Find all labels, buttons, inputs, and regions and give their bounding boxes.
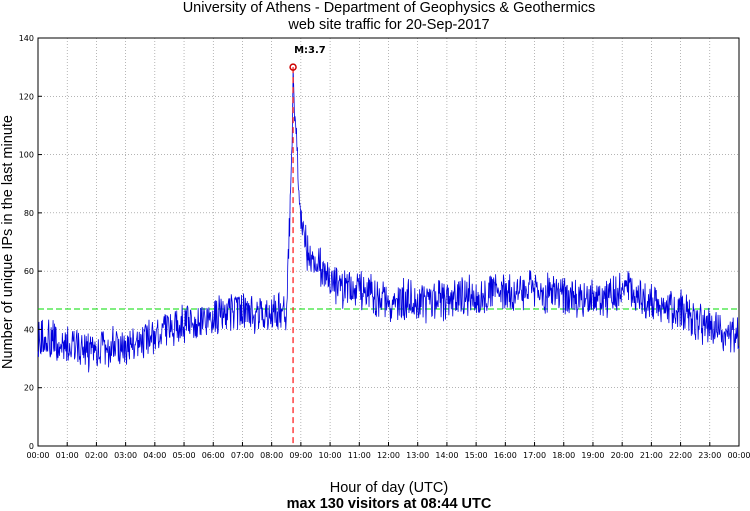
x-tick-label: 21:00 [640,451,663,460]
y-tick-label: 40 [24,325,34,334]
y-tick-label: 120 [19,92,34,101]
chart-title: University of Athens - Department of Geo… [183,0,596,16]
x-tick-label: 23:00 [698,451,721,460]
x-tick-label: 00:00 [727,451,750,460]
x-tick-label: 08:00 [260,451,283,460]
x-tick-label: 10:00 [319,451,342,460]
x-tick-label: 13:00 [406,451,429,460]
x-axis-ticks: 00:00 01:00 02:00 03:00 04:00 05:00 06:00 07:00… [26,442,750,460]
x-tick-label: 05:00 [173,451,196,460]
y-tick-label: 20 [24,384,34,393]
x-tick-label: 04:00 [143,451,166,460]
y-tick-label: 140 [19,34,34,43]
x-tick-label: 00:00 [26,451,49,460]
x-tick-label: 07:00 [231,451,254,460]
x-tick-label: 16:00 [494,451,517,460]
x-tick-label: 06:00 [202,451,225,460]
x-axis-label: Hour of day (UTC) [330,480,448,496]
y-tick-label: 0 [29,442,34,451]
x-tick-label: 11:00 [348,451,371,460]
grid [38,38,739,446]
x-tick-label: 09:00 [289,451,312,460]
y-tick-label: 60 [24,267,34,276]
chart-subtitle: web site traffic for 20-Sep-2017 [287,17,489,33]
x-tick-label: 18:00 [552,451,575,460]
x-tick-label: 15:00 [465,451,488,460]
chart-footer: max 130 visitors at 08:44 UTC [287,496,492,511]
x-tick-label: 02:00 [85,451,108,460]
x-tick-label: 20:00 [611,451,634,460]
x-tick-label: 03:00 [114,451,137,460]
x-tick-label: 22:00 [669,451,692,460]
x-tick-label: 01:00 [56,451,79,460]
x-tick-label: 12:00 [377,451,400,460]
y-tick-label: 100 [19,151,34,160]
event-marker-dot [289,63,297,71]
series-line-unique-ips [37,67,740,373]
x-tick-label: 19:00 [581,451,604,460]
y-axis-label: Number of unique IPs in the last minute [0,115,16,369]
event-label: M:3.7 [294,45,326,56]
x-tick-label: 17:00 [523,451,546,460]
y-tick-label: 80 [24,209,34,218]
y-axis-ticks: 0 20 40 60 80 100 120 140 [19,34,42,451]
x-tick-label: 14:00 [435,451,458,460]
